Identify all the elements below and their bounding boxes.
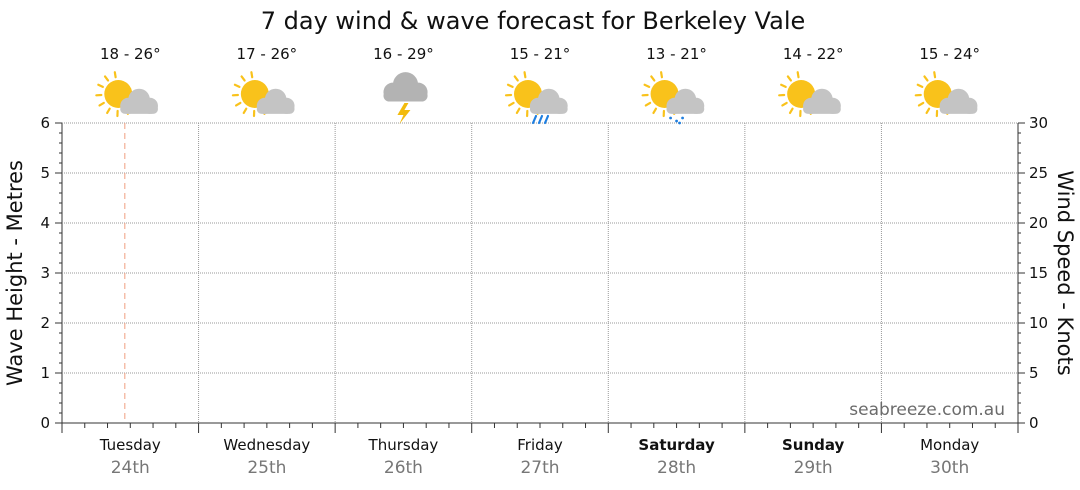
cloud-base (803, 104, 841, 114)
gridlines (62, 122, 1018, 423)
temperature-range: 18 - 26° (100, 45, 161, 63)
lightning-bolt (397, 103, 411, 124)
sun-ray (916, 83, 924, 88)
right-tick-label: 30 (1029, 114, 1048, 132)
left-y-axis: 0 1 2 3 4 5 6 (40, 114, 62, 432)
sun-ray (513, 75, 519, 82)
temperature-range: 17 - 26° (237, 45, 298, 63)
left-tick-label: 5 (40, 164, 50, 182)
right-tick-label: 15 (1029, 264, 1048, 282)
day-date-label: 28th (657, 458, 696, 478)
sun-ray (242, 107, 248, 115)
day-date-label: 27th (520, 458, 559, 478)
day-date-label: 25th (247, 458, 286, 478)
partly-cloudy-icon (914, 71, 978, 118)
left-tick-label: 4 (40, 214, 50, 232)
temperature-range: 13 - 21° (646, 45, 707, 63)
sun-ray (650, 75, 656, 82)
thunderstorm-icon (383, 72, 428, 124)
light-rain-icon (641, 71, 705, 125)
cloud-base (939, 104, 978, 114)
partly-cloudy-icon (231, 71, 295, 118)
rain-drop (681, 116, 684, 120)
day-name-label: Thursday (368, 436, 439, 454)
day-date-label: 30th (930, 458, 969, 478)
right-tick-label: 25 (1029, 164, 1048, 182)
sun-ray (233, 83, 241, 88)
sun-ray (786, 75, 792, 82)
sun-ray (508, 101, 515, 107)
right-tick-label: 10 (1029, 314, 1048, 332)
rain-drop (669, 116, 672, 120)
left-tick-label: 3 (40, 264, 50, 282)
sun-ray (780, 83, 787, 88)
rain-drop (678, 121, 681, 125)
temperature-range: 16 - 29° (373, 45, 434, 63)
sun-ray (240, 75, 246, 82)
sun-ray (250, 71, 254, 79)
temperature-range: 14 - 22° (783, 45, 844, 63)
left-tick-label: 1 (40, 364, 50, 382)
day-name-label: Sunday (782, 436, 845, 454)
sun-ray (515, 107, 521, 115)
sun-ray (660, 71, 664, 79)
day-name-label: Tuesday (99, 436, 161, 454)
rain-streak (537, 114, 544, 125)
left-axis-label: Wave Height - Metres (3, 160, 27, 386)
right-y-axis: 0 5 10 15 20 25 30 (1018, 114, 1048, 432)
sun-ray (644, 101, 652, 107)
right-tick-label: 5 (1029, 364, 1039, 382)
sun-ray (103, 75, 110, 82)
sun-ray (652, 107, 658, 115)
day-date-label: 24th (111, 458, 150, 478)
right-tick-label: 20 (1029, 214, 1048, 232)
sun-ray (788, 107, 794, 115)
right-axis-label: Wind Speed - Knots (1053, 170, 1077, 375)
rain-drop (675, 119, 678, 123)
temperature-range: 15 - 21° (510, 45, 571, 63)
watermark: seabreeze.com.au (849, 400, 1005, 420)
day-name-label: Friday (517, 436, 563, 454)
chart-title: 7 day wind & wave forecast for Berkeley … (261, 7, 806, 35)
rain-streak (531, 114, 538, 125)
left-tick-label: 0 (40, 414, 50, 432)
left-tick-label: 2 (40, 314, 50, 332)
sun-ray (933, 71, 937, 79)
showers-icon (504, 71, 568, 125)
day-date-label: 29th (794, 458, 833, 478)
temperature-range: 15 - 24° (919, 45, 980, 63)
sun-ray (523, 71, 527, 79)
day-date-label: 26th (384, 458, 423, 478)
day-name-label: Monday (920, 436, 979, 454)
sun-ray (643, 83, 651, 88)
day-name-label: Wednesday (223, 436, 310, 454)
cloud-base (120, 104, 158, 114)
daily-forecast-header: 18 - 26° 17 - 26° 16 - 29° 15 - 21° 13 - 21°… (95, 45, 980, 125)
right-tick-label: 0 (1029, 414, 1039, 432)
left-tick-label: 6 (40, 114, 50, 132)
cloud-base (383, 90, 428, 102)
cloud-base (666, 104, 705, 114)
cloud-base (256, 104, 295, 114)
partly-cloudy-icon (778, 71, 841, 118)
sun-ray (781, 101, 788, 107)
sun-ray (506, 83, 514, 88)
sun-ray (917, 101, 925, 107)
sun-ray (923, 75, 929, 82)
sun-ray (98, 101, 105, 107)
sun-ray (106, 107, 111, 115)
sun-ray (925, 107, 931, 115)
sun-ray (234, 101, 242, 107)
sun-ray (113, 71, 117, 79)
day-name-label: Saturday (638, 436, 715, 454)
sun-ray (97, 83, 104, 88)
cloud-base (529, 104, 568, 114)
rain-streak (543, 114, 550, 125)
partly-cloudy-icon (95, 71, 158, 118)
x-axis: Tuesday 24th Wednesday 25th Thursday 26th Frid… (61, 423, 1019, 478)
sun-ray (796, 71, 800, 79)
